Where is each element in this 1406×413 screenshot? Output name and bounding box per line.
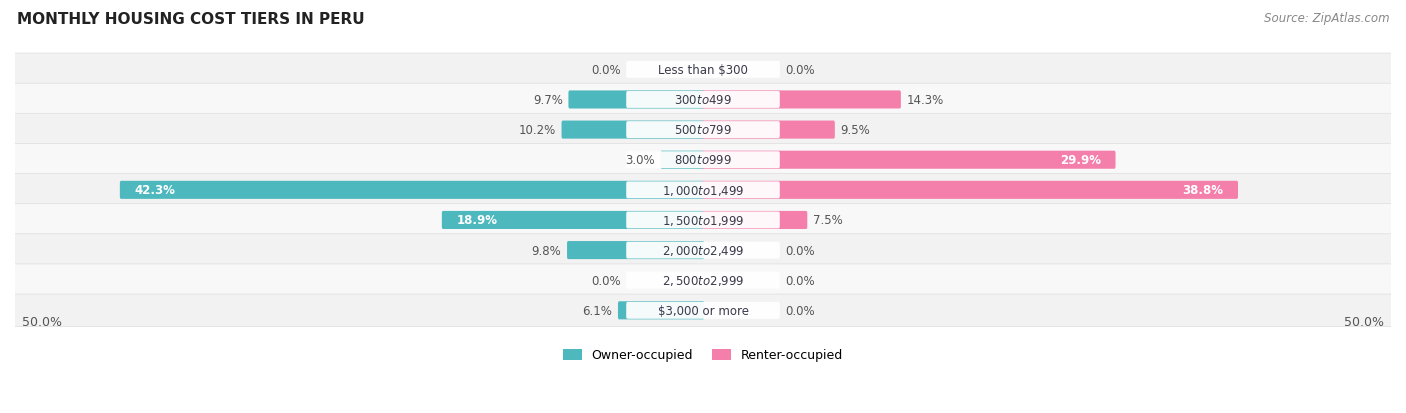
Text: 0.0%: 0.0% (786, 304, 815, 317)
Text: MONTHLY HOUSING COST TIERS IN PERU: MONTHLY HOUSING COST TIERS IN PERU (17, 12, 364, 27)
FancyBboxPatch shape (626, 242, 780, 259)
FancyBboxPatch shape (13, 54, 1393, 86)
Text: 29.9%: 29.9% (1060, 154, 1101, 167)
Text: 9.8%: 9.8% (531, 244, 561, 257)
FancyBboxPatch shape (567, 242, 704, 259)
FancyBboxPatch shape (626, 122, 780, 139)
Text: $1,500 to $1,999: $1,500 to $1,999 (662, 214, 744, 228)
FancyBboxPatch shape (626, 62, 780, 78)
Text: 9.7%: 9.7% (533, 94, 562, 107)
Text: $2,500 to $2,999: $2,500 to $2,999 (662, 273, 744, 287)
Text: 9.5%: 9.5% (841, 124, 870, 137)
Text: Less than $300: Less than $300 (658, 64, 748, 77)
Text: 14.3%: 14.3% (907, 94, 943, 107)
FancyBboxPatch shape (561, 121, 704, 139)
Text: 3.0%: 3.0% (626, 154, 655, 167)
FancyBboxPatch shape (13, 84, 1393, 116)
Text: 38.8%: 38.8% (1182, 184, 1223, 197)
FancyBboxPatch shape (13, 174, 1393, 206)
Text: $800 to $999: $800 to $999 (673, 154, 733, 167)
Text: 18.9%: 18.9% (457, 214, 498, 227)
Text: 50.0%: 50.0% (22, 316, 62, 329)
Text: $500 to $799: $500 to $799 (673, 124, 733, 137)
Text: Source: ZipAtlas.com: Source: ZipAtlas.com (1264, 12, 1389, 25)
FancyBboxPatch shape (13, 234, 1393, 267)
Text: $1,000 to $1,499: $1,000 to $1,499 (662, 183, 744, 197)
Text: 0.0%: 0.0% (591, 64, 620, 77)
FancyBboxPatch shape (626, 302, 780, 319)
FancyBboxPatch shape (13, 114, 1393, 147)
FancyBboxPatch shape (13, 144, 1393, 176)
FancyBboxPatch shape (120, 181, 704, 199)
FancyBboxPatch shape (13, 294, 1393, 327)
FancyBboxPatch shape (626, 212, 780, 229)
FancyBboxPatch shape (568, 91, 704, 109)
Text: 7.5%: 7.5% (813, 214, 842, 227)
FancyBboxPatch shape (626, 182, 780, 199)
FancyBboxPatch shape (626, 92, 780, 109)
FancyBboxPatch shape (702, 121, 835, 139)
FancyBboxPatch shape (13, 264, 1393, 297)
Legend: Owner-occupied, Renter-occupied: Owner-occupied, Renter-occupied (558, 344, 848, 367)
FancyBboxPatch shape (626, 272, 780, 289)
Text: 10.2%: 10.2% (519, 124, 555, 137)
FancyBboxPatch shape (702, 91, 901, 109)
FancyBboxPatch shape (702, 181, 1239, 199)
FancyBboxPatch shape (661, 151, 704, 169)
FancyBboxPatch shape (13, 204, 1393, 237)
Text: 42.3%: 42.3% (135, 184, 176, 197)
Text: 0.0%: 0.0% (786, 274, 815, 287)
FancyBboxPatch shape (702, 211, 807, 230)
Text: 0.0%: 0.0% (591, 274, 620, 287)
Text: $300 to $499: $300 to $499 (673, 94, 733, 107)
Text: 0.0%: 0.0% (786, 64, 815, 77)
FancyBboxPatch shape (441, 211, 704, 230)
Text: $3,000 or more: $3,000 or more (658, 304, 748, 317)
Text: 6.1%: 6.1% (582, 304, 612, 317)
Text: 50.0%: 50.0% (1344, 316, 1384, 329)
Text: $2,000 to $2,499: $2,000 to $2,499 (662, 244, 744, 257)
FancyBboxPatch shape (626, 152, 780, 169)
FancyBboxPatch shape (702, 151, 1115, 169)
FancyBboxPatch shape (619, 301, 704, 320)
Text: 0.0%: 0.0% (786, 244, 815, 257)
